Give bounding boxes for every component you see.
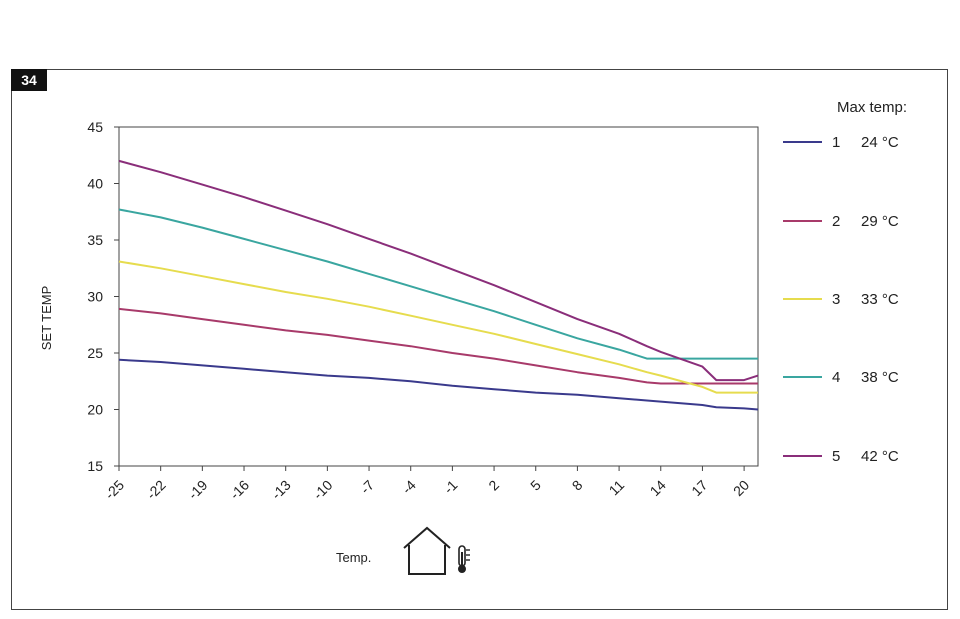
y-tick-label: 35 [87, 232, 103, 248]
y-axis-label: SET TEMP [39, 286, 54, 351]
x-axis-label: Temp. [336, 550, 371, 565]
legend-series-label: 29 °C [861, 213, 899, 230]
figure-frame [11, 69, 948, 610]
legend-item-4: 4 38 °C [783, 369, 899, 386]
y-tick-label: 45 [87, 119, 103, 135]
x-tick-label: -13 [268, 477, 294, 503]
legend-item-2: 2 29 °C [783, 213, 899, 230]
x-tick-label: 17 [688, 477, 710, 499]
x-tick-label: -19 [185, 477, 211, 503]
x-tick-label: 11 [606, 477, 628, 499]
series-line-3 [118, 260, 758, 394]
legend-series-name: 4 [832, 369, 840, 386]
house-icon [403, 526, 451, 575]
x-tick-label: 20 [730, 477, 752, 499]
plot-area [118, 126, 759, 467]
series-line-2 [118, 307, 758, 385]
y-tick-label: 40 [87, 176, 103, 192]
thermometer-icon [458, 545, 470, 573]
legend: 1 24 °C 2 29 °C 3 33 °C 4 38 °C 5 42 °C [783, 134, 899, 465]
figure-number-badge: 34 [11, 69, 47, 91]
series-line-5 [118, 159, 759, 382]
x-tick-label: -1 [440, 477, 460, 497]
legend-series-label: 38 °C [861, 369, 899, 386]
y-axis-ticks: 45 40 35 30 25 20 15 [87, 119, 119, 474]
x-tick-label: 8 [569, 477, 586, 494]
legend-series-name: 3 [832, 291, 840, 308]
y-tick-label: 15 [87, 458, 103, 474]
x-tick-label: -22 [143, 477, 169, 503]
series-line-4 [118, 208, 758, 360]
legend-title: Max temp: [837, 99, 907, 116]
legend-item-3: 3 33 °C [783, 291, 899, 308]
legend-series-label: 33 °C [861, 291, 899, 308]
legend-item-1: 1 24 °C [783, 134, 899, 151]
y-tick-label: 20 [87, 402, 103, 418]
legend-series-label: 24 °C [861, 134, 899, 151]
legend-series-name: 1 [832, 134, 840, 151]
legend-series-name: 2 [832, 213, 840, 230]
x-tick-label: -4 [399, 477, 419, 497]
y-tick-label: 30 [87, 289, 103, 305]
legend-series-name: 5 [832, 448, 840, 465]
x-tick-label: -10 [310, 477, 336, 503]
series-line-1 [118, 358, 759, 411]
series-lines [118, 159, 759, 411]
y-tick-label: 25 [87, 345, 103, 361]
legend-item-5: 5 42 °C [783, 448, 899, 465]
x-axis-ticks: -25 -22 -19 -16 -13 -10 -7 -4 -1 2 5 8 11 14 17 20 [101, 466, 752, 502]
x-tick-label: 14 [647, 477, 669, 499]
x-tick-label: -7 [357, 477, 377, 497]
legend-series-label: 42 °C [861, 448, 899, 465]
x-tick-label: 5 [527, 477, 544, 494]
x-tick-label: 2 [485, 477, 502, 494]
x-tick-label: -16 [227, 477, 253, 503]
x-tick-label: -25 [101, 477, 127, 503]
